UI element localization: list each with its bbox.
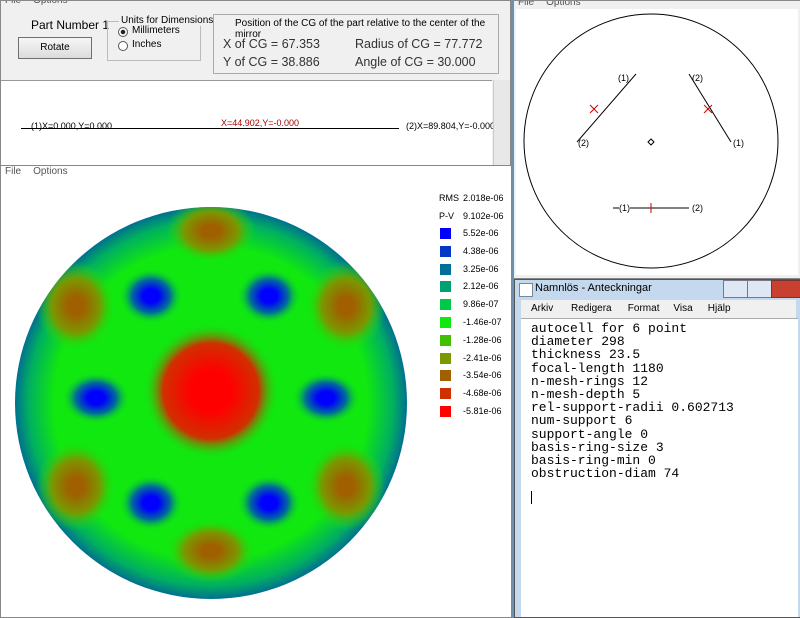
radio-label: Millimeters xyxy=(132,25,180,36)
menu-item[interactable]: File xyxy=(5,0,22,6)
plot xyxy=(15,207,407,599)
radio-button[interactable] xyxy=(118,41,128,51)
text-line: support-angle 0 xyxy=(531,426,649,442)
legend-label: -2.41e-06 xyxy=(463,352,502,363)
profile-area: (1)X=0.000,Y=0.000 X=44.902,Y=-0.000 (2)… xyxy=(1,80,496,165)
rotate-button[interactable]: Rotate xyxy=(18,37,92,59)
menu-bar: File Options xyxy=(5,0,80,6)
legend-label: 3.25e-06 xyxy=(463,263,499,274)
legend-label: 2.12e-06 xyxy=(463,281,499,292)
legend-label: -5.81e-06 xyxy=(463,406,502,416)
maximize-button[interactable] xyxy=(747,280,773,298)
text-line: num-support 6 xyxy=(531,413,633,429)
legend-swatch xyxy=(440,245,451,257)
menu-item[interactable]: File xyxy=(5,166,22,177)
radio-button[interactable] xyxy=(118,27,128,37)
support-area xyxy=(516,9,798,275)
support-end-label: (1) xyxy=(733,138,744,148)
cg-x: X of CG = 67.353 xyxy=(223,37,320,51)
text-line: n-mesh-rings 12 xyxy=(531,373,649,389)
text-area[interactable]: autocell for 6 point diameter 298 thicknes… xyxy=(521,318,798,617)
legend-label: 4.38e-06 xyxy=(463,245,499,256)
close-button[interactable] xyxy=(771,280,800,298)
part-window: File Options Part Number 1 Rotate Units f… xyxy=(0,0,511,166)
text-line: basis-ring-min 0 xyxy=(531,453,656,468)
legend-label: -1.28e-06 xyxy=(463,334,502,345)
notepad-menu: Arkiv Redigera Format Visa Hjälp xyxy=(521,300,796,318)
profile-mid: X=44.902,Y=-0.000 xyxy=(221,118,300,128)
text-line: rel-support-radii 0.602713 xyxy=(531,400,734,416)
cg-angle: Angle of CG = 30.000 xyxy=(355,55,476,69)
notepad-window: Namnlös - Anteckningar Arkiv Redigera Form… xyxy=(514,279,800,618)
supports xyxy=(576,73,732,209)
cg-heading: Position of the CG of the part relative … xyxy=(235,18,486,40)
legend-swatch xyxy=(440,281,451,293)
support-end-label: (1) xyxy=(619,203,630,213)
legend-swatch xyxy=(440,406,451,417)
legend-swatch xyxy=(440,228,451,239)
menu-item[interactable]: Hjälp xyxy=(707,303,731,314)
support-window: File Options (1) (2) (2) (1) (1) (2) xyxy=(513,0,800,279)
legend-swatch xyxy=(440,370,451,382)
part-label: Part Number 1 xyxy=(31,18,110,32)
window-title: Namnlös - Anteckningar xyxy=(535,282,652,294)
menu-bar: File Options xyxy=(5,166,80,177)
legend-label: -4.68e-06 xyxy=(463,388,502,399)
text-line: obstruction-diam 74 xyxy=(531,466,680,482)
menu-item[interactable]: Options xyxy=(33,0,68,6)
text-line: n-mesh-depth 5 xyxy=(531,387,641,402)
legend-label: 9.86e-07 xyxy=(463,299,499,310)
support-end-label: (2) xyxy=(692,73,703,83)
support-end-label: (2) xyxy=(578,138,589,148)
scrollbar[interactable] xyxy=(493,80,510,165)
minimize-button[interactable] xyxy=(723,280,749,298)
menu-item[interactable]: Arkiv xyxy=(531,303,554,314)
menu-item[interactable]: Visa xyxy=(673,303,693,314)
profile-right: (2)X=89.804,Y=-0.000 xyxy=(406,121,496,131)
text-line: diameter 298 xyxy=(531,334,625,350)
profile-line xyxy=(21,128,399,129)
pv-value: 9.102e-06 xyxy=(463,211,504,221)
menu-item[interactable]: Options xyxy=(33,166,68,177)
support-centers xyxy=(589,104,713,213)
center-marker xyxy=(647,138,655,146)
text-line: thickness 23.5 xyxy=(531,347,641,363)
disc-pattern xyxy=(36,207,386,583)
menu-item[interactable]: Options xyxy=(546,0,581,8)
text-line: focal-length 1180 xyxy=(531,360,664,376)
caret xyxy=(531,491,532,504)
rms-label: RMS xyxy=(439,193,459,203)
legend-swatch xyxy=(440,334,451,346)
pv-label: P-V xyxy=(439,211,455,221)
support-end-label: (1) xyxy=(618,73,629,83)
cg-radius: Radius of CG = 77.772 xyxy=(355,37,483,51)
legend-swatch xyxy=(440,317,451,328)
legend-label: -1.46e-07 xyxy=(463,317,502,327)
legend-label: -3.54e-06 xyxy=(463,370,502,381)
support-diagram xyxy=(523,13,779,269)
menu-bar: File Options xyxy=(518,0,593,8)
cg-box xyxy=(213,14,499,74)
text-line: autocell for 6 point xyxy=(531,321,688,336)
radio-label: Inches xyxy=(132,39,162,50)
units-title: Units for Dimensions xyxy=(119,15,216,26)
legend-swatch xyxy=(440,388,451,400)
menu-item[interactable]: Format xyxy=(627,303,660,314)
legend-swatch xyxy=(440,352,451,364)
profile-left: (1)X=0.000,Y=0.000 xyxy=(31,121,113,131)
legend-swatch xyxy=(440,263,451,275)
mirror-outline xyxy=(523,13,779,269)
menu-item[interactable]: Redigera xyxy=(571,303,612,314)
legend-swatch xyxy=(440,299,451,311)
app-icon xyxy=(519,283,533,297)
cg-y: Y of CG = 38.886 xyxy=(223,55,320,69)
legend-label: 5.52e-06 xyxy=(463,228,499,238)
rms-value: 2.018e-06 xyxy=(463,193,504,203)
support-end-label: (2) xyxy=(692,203,703,213)
text-line: basis-ring-size 3 xyxy=(531,439,664,455)
menu-item[interactable]: File xyxy=(518,0,535,8)
plot-window: File Options RMS 2.018e-06 P-V 9.102 xyxy=(0,165,512,618)
